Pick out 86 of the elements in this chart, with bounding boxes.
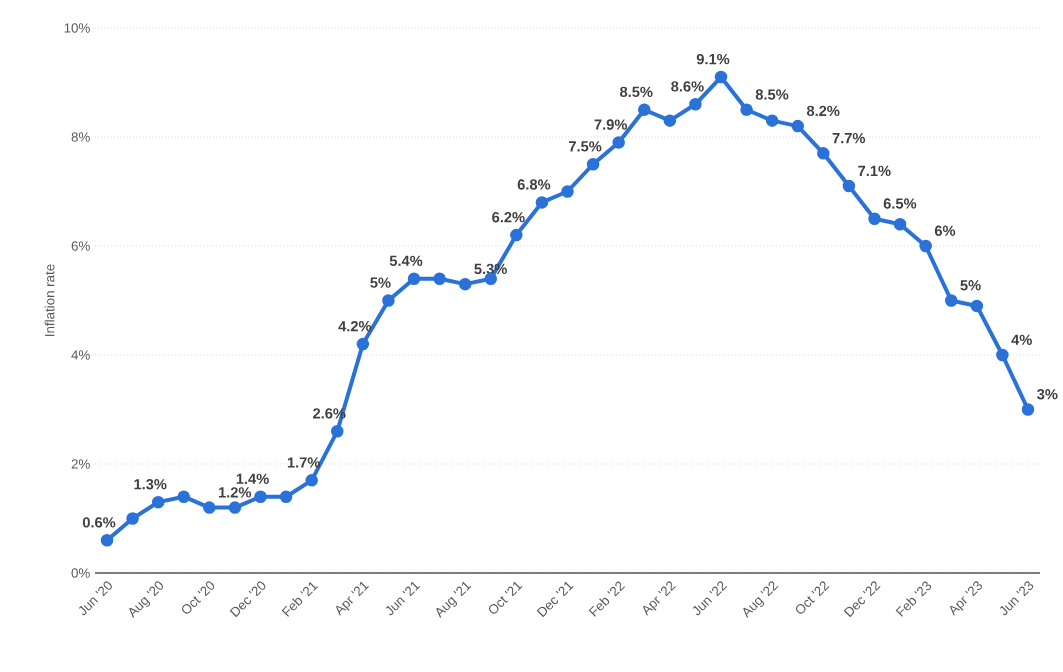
x-tick-label: Dec '22 [843,581,881,618]
data-label: 9.1% [696,53,730,65]
data-label: 1.3% [134,479,167,490]
data-label: 8.2% [806,105,840,117]
data-label: 5% [960,280,981,291]
x-tick-label: Feb '21 [281,582,319,617]
data-label: 1.7% [287,457,321,468]
point [970,299,984,313]
point [996,348,1009,362]
point [510,228,523,242]
point [765,114,779,127]
x-tick-label: Feb '23 [895,581,932,617]
point [714,70,728,84]
x-tick-label: Dec '20 [229,581,266,618]
y-tick-label: 10% [64,23,90,33]
point [433,272,446,285]
data-label: 6% [934,225,956,236]
point [305,474,318,487]
data-label: 6.8% [517,179,551,190]
point [279,490,293,503]
x-tick-label: Jun '21 [385,581,421,616]
point [254,490,267,503]
y-tick-label: 4% [71,350,90,360]
y-tick-label: 0% [71,568,90,578]
y-axis-title: Inflation rate [44,264,55,336]
point [944,294,958,307]
data-label: 8.6% [671,81,704,92]
point [919,239,932,253]
point [612,136,625,149]
data-label: 3% [1037,389,1058,400]
point [1021,403,1035,416]
x-tick-label: Aug '22 [743,581,779,618]
point [689,98,702,111]
data-label: 6.2% [492,212,525,223]
data-label: 7.9% [594,119,627,130]
point [203,501,216,514]
x-tick-label: Aug '21 [436,581,472,618]
data-label: 8.5% [755,89,789,100]
point [842,179,856,193]
point [100,534,114,547]
data-label: 5% [370,277,391,288]
point [637,103,651,117]
point [382,294,395,307]
x-tick-label: Aug '20 [129,581,164,618]
x-tick-label: Feb '22 [588,581,626,617]
y-tick-label: 8% [71,132,90,142]
x-tick-label: Oct '22 [795,581,830,614]
point [126,512,139,525]
x-tick-label: Oct '21 [488,581,523,614]
data-label: 7.5% [569,141,602,152]
data-label: 4.2% [338,321,372,332]
data-label: 6.5% [883,198,917,209]
point [331,425,344,438]
data-label: 0.6% [82,517,116,528]
point [228,501,242,514]
x-tick-label: Apr '23 [950,581,983,616]
point [177,490,191,503]
y-tick-label: 6% [71,241,90,251]
point [407,272,421,285]
data-label: 4% [1011,334,1032,345]
y-tick-label: 2% [71,459,90,469]
data-label: 1.4% [236,473,269,484]
point [151,495,165,509]
point [817,147,830,160]
x-tick-label: Jun '22 [692,581,728,616]
point [791,119,805,133]
point [586,157,600,171]
x-tick-label: Jun '23 [999,581,1034,616]
point [868,212,881,226]
data-label: 7.1% [858,165,891,176]
point [356,337,370,351]
point [663,114,677,127]
data-label: 1.2% [218,487,252,498]
point [561,185,574,198]
x-tick-label: Dec '21 [536,581,574,618]
point [893,217,907,231]
point [458,277,472,291]
data-label: 7.7% [832,132,866,144]
x-tick-label: Jun '20 [78,581,112,616]
x-tick-label: Apr '22 [643,581,676,616]
data-label: 8.5% [620,86,653,98]
x-tick-label: Oct '20 [181,581,215,614]
point [535,196,549,209]
data-label: 5.4% [389,255,423,266]
point [740,103,753,117]
x-tick-label: Apr '21 [336,581,369,616]
